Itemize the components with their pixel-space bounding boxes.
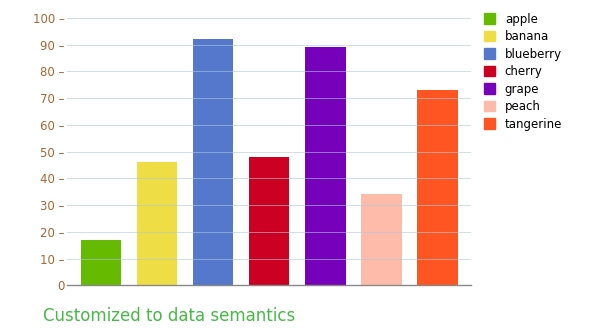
Bar: [81, 240, 121, 285]
Bar: [137, 162, 177, 285]
Bar: [417, 90, 458, 285]
Bar: [361, 195, 401, 285]
Legend: apple, banana, blueberry, cherry, grape, peach, tangerine: apple, banana, blueberry, cherry, grape,…: [481, 10, 564, 133]
Text: Customized to data semantics: Customized to data semantics: [43, 307, 295, 325]
Bar: [249, 157, 289, 285]
Bar: [193, 39, 233, 285]
Bar: [305, 47, 346, 285]
